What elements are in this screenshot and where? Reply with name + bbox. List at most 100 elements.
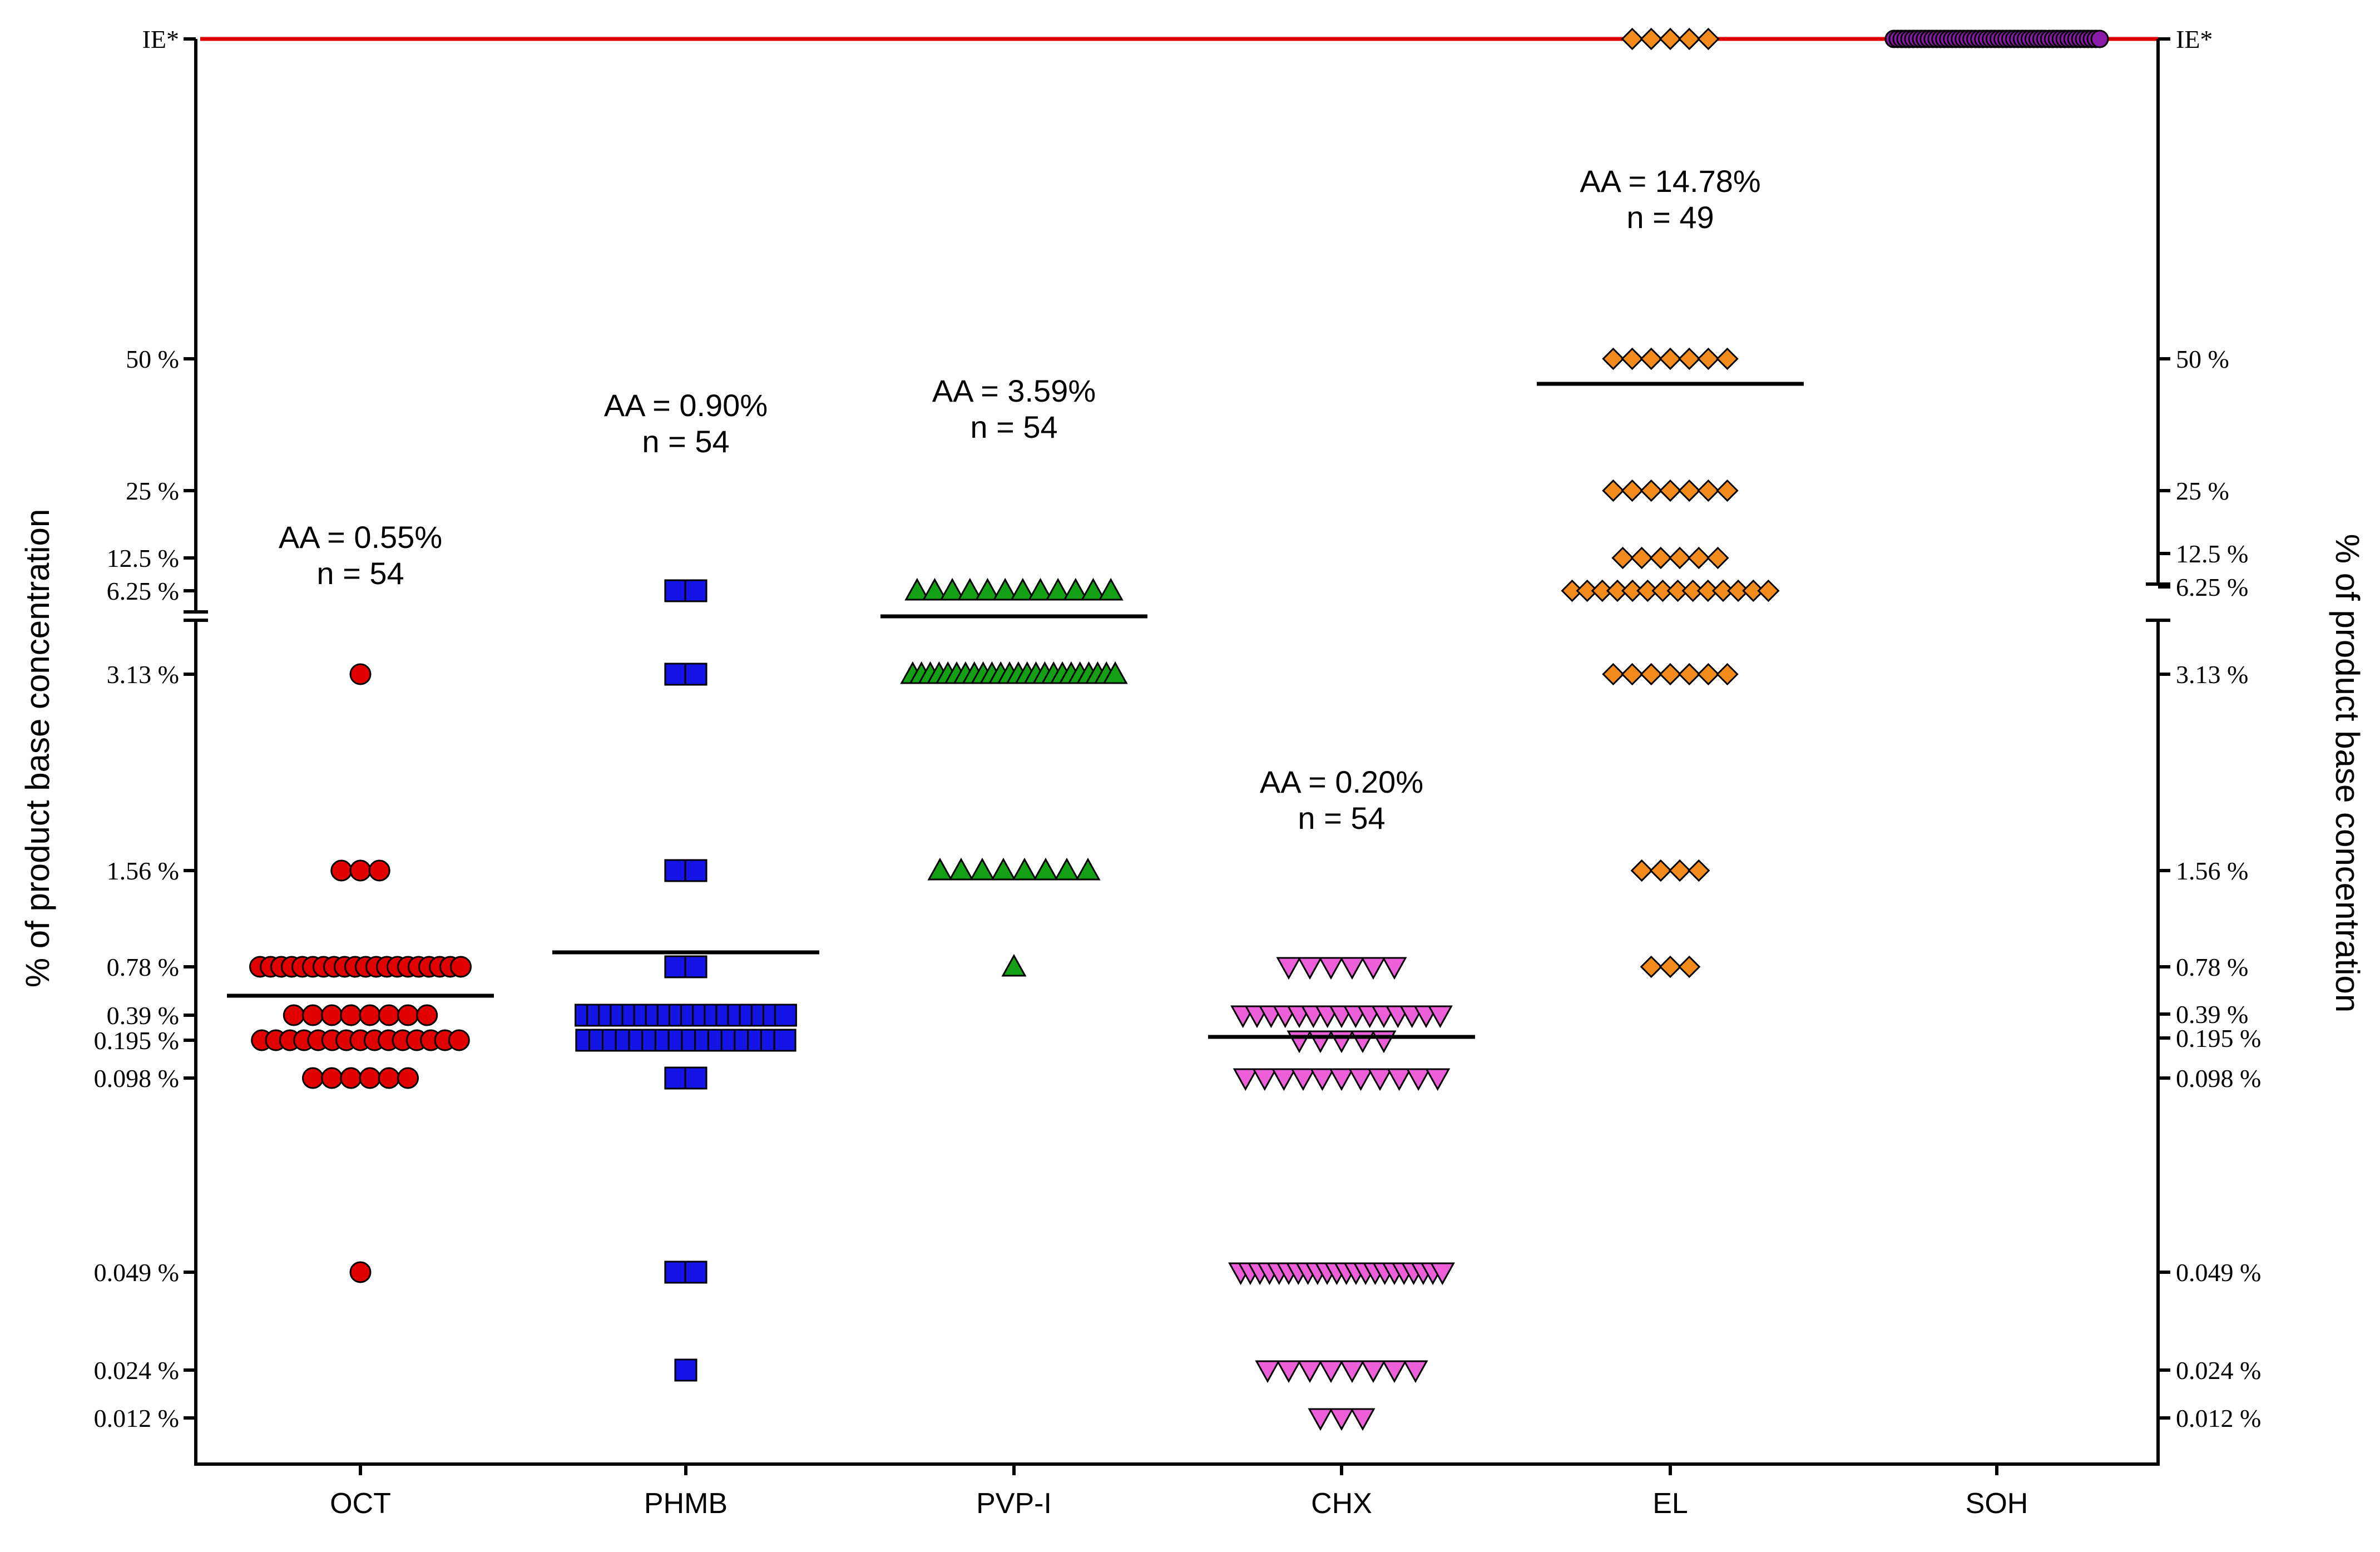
data-point <box>359 1067 381 1089</box>
data-point <box>1602 347 1625 370</box>
data-point <box>1716 347 1739 370</box>
data-point <box>684 955 707 978</box>
y-tick-label-right: 50 % <box>2176 345 2229 373</box>
data-point <box>1276 957 1302 980</box>
data-point <box>1350 1408 1375 1431</box>
data-point <box>1611 546 1634 570</box>
data-point <box>773 1029 796 1052</box>
data-point <box>1636 579 1659 602</box>
data-point <box>1640 479 1662 502</box>
y-tick-label-right: IE* <box>2176 25 2213 53</box>
y-tick-label-right: 12.5 % <box>2176 540 2248 568</box>
y-tick-label-right: 25 % <box>2176 477 2229 505</box>
data-point <box>1425 1068 1451 1091</box>
data-point <box>1382 1360 1407 1383</box>
x-tick-label: EL <box>1652 1487 1688 1520</box>
data-points <box>249 27 2109 1431</box>
data-point <box>450 956 472 978</box>
data-point <box>1621 663 1644 686</box>
y-tick-label-left: 6.25 % <box>107 577 179 605</box>
data-point <box>1276 1360 1302 1383</box>
data-point <box>1668 546 1691 570</box>
data-point <box>1678 347 1701 370</box>
data-point <box>1427 1005 1453 1029</box>
y-tick-label-left: 0.098 % <box>94 1064 179 1093</box>
mean-lines <box>227 382 1804 1039</box>
data-point <box>774 1004 797 1027</box>
data-point <box>1697 479 1720 502</box>
y-ticks-right: IE* 50 % 25 % 12.5 % 6.25 % 3.13 % 1.56 % 0.78 … <box>2158 25 2261 1432</box>
data-point <box>664 663 687 686</box>
data-point <box>1098 577 1124 601</box>
y-tick-label-left: 3.13 % <box>107 660 179 689</box>
data-point <box>664 579 687 602</box>
data-point <box>957 577 983 601</box>
data-point <box>1297 1360 1323 1383</box>
data-point <box>1640 663 1662 686</box>
data-point <box>1649 859 1673 882</box>
data-point <box>927 857 953 881</box>
data-point <box>684 579 707 602</box>
data-point <box>1252 1068 1278 1091</box>
data-point <box>1360 1360 1386 1383</box>
data-point <box>664 859 687 882</box>
data-point <box>1054 857 1080 881</box>
y-tick-label-right: 0.049 % <box>2176 1258 2261 1287</box>
mean-annotation: AA = 0.20% <box>1260 764 1423 799</box>
data-point <box>1711 579 1735 602</box>
y-axis-label-right: % of product base concentration <box>2329 534 2366 1013</box>
data-point <box>1271 1068 1297 1091</box>
data-point <box>684 663 707 686</box>
data-point <box>302 1004 324 1026</box>
data-point <box>1290 1068 1316 1091</box>
y-tick-label-right: 3.13 % <box>2176 660 2248 689</box>
data-point <box>1602 663 1625 686</box>
n-annotation: n = 54 <box>970 409 1057 444</box>
data-point <box>1659 347 1682 370</box>
data-point <box>340 1004 362 1026</box>
data-point <box>1287 1030 1312 1054</box>
data-point <box>1233 1068 1258 1091</box>
data-point <box>1012 857 1037 881</box>
data-point <box>1591 579 1614 602</box>
data-point <box>330 859 353 882</box>
mean-annotation: AA = 3.59% <box>932 373 1096 408</box>
data-point <box>1697 347 1720 370</box>
data-point <box>1329 1408 1354 1431</box>
data-point <box>1706 546 1729 570</box>
y-tick-label-left: 1.56 % <box>107 857 179 885</box>
data-point <box>1387 1068 1412 1091</box>
data-point <box>1640 955 1662 978</box>
x-tick-label: OCT <box>330 1487 391 1520</box>
mean-annotation: AA = 14.78% <box>1580 164 1760 199</box>
data-point <box>1080 577 1106 601</box>
data-point <box>349 1261 372 1283</box>
data-point <box>1630 859 1653 882</box>
data-point <box>359 1004 381 1026</box>
y-tick-label-left: 0.024 % <box>94 1356 179 1385</box>
data-point <box>992 577 1018 601</box>
n-annotation: n = 54 <box>1298 800 1385 836</box>
data-point <box>1640 347 1662 370</box>
y-tick-label-left: 12.5 % <box>107 544 179 572</box>
data-point <box>991 857 1016 881</box>
data-point <box>1027 577 1053 601</box>
data-point <box>378 1004 400 1026</box>
data-point <box>397 1067 419 1089</box>
data-point <box>368 859 390 882</box>
data-point <box>1371 1030 1397 1054</box>
y-tick-label-right: 0.012 % <box>2176 1404 2261 1432</box>
data-point <box>664 955 687 978</box>
y-tick-label-left: 50 % <box>126 345 179 373</box>
data-point <box>1403 1360 1428 1383</box>
data-point <box>1382 957 1407 980</box>
data-point <box>1367 1068 1393 1091</box>
data-point <box>1406 1068 1431 1091</box>
data-point <box>1681 579 1704 602</box>
data-point <box>674 1358 697 1382</box>
y-tick-label-left: 0.012 % <box>94 1404 179 1432</box>
data-point <box>340 1067 362 1089</box>
data-point <box>397 1004 419 1026</box>
y-tick-label-left: 25 % <box>126 477 179 505</box>
data-point <box>1697 27 1720 51</box>
